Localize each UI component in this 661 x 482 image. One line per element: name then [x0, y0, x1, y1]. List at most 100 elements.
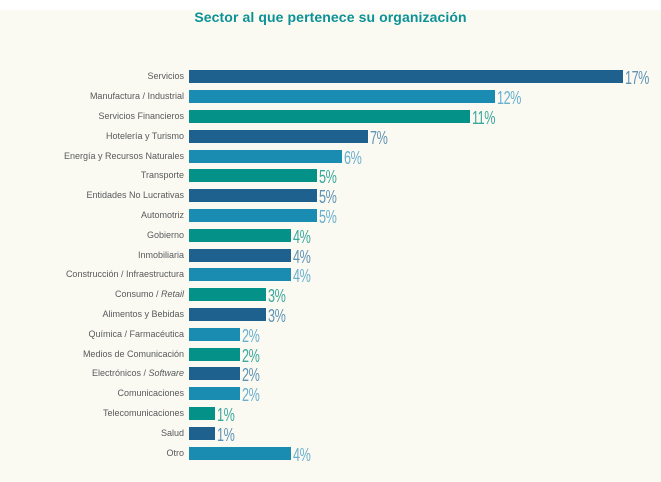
category-label: Consumo / Retail	[114, 289, 184, 300]
category-label: Transporte	[140, 170, 184, 181]
chart-row: Medios de Comunicación 2%	[0, 344, 661, 366]
chart-row: Energía y Recursos Naturales 6%	[0, 146, 661, 168]
category-label: Automotriz	[140, 209, 184, 220]
category-label: Alimentos y Bebidas	[102, 308, 184, 319]
chart-row: Transporte 5%	[0, 166, 661, 186]
category-label: Construcción / Infraestructura	[65, 269, 184, 280]
bar	[189, 446, 291, 460]
bar-track: 5%	[189, 186, 661, 206]
bar-track: 1%	[189, 404, 661, 424]
value-label: 1%	[216, 404, 235, 425]
bar-track: 2%	[189, 324, 661, 346]
bar-rows: Servicios 17% Manufactura / Industrial 12% S…	[0, 67, 661, 463]
bar-track: 5%	[189, 166, 661, 186]
value-label: 2%	[242, 345, 260, 366]
bar	[189, 149, 342, 163]
bar-track: 7%	[189, 126, 661, 148]
value-label: 3%	[267, 305, 286, 326]
bar-track: 5%	[189, 206, 661, 226]
bar	[189, 109, 470, 123]
value-label: 2%	[242, 325, 260, 346]
value-label: 17%	[624, 68, 649, 89]
chart-row: Hotelería y Turismo 7%	[0, 126, 661, 148]
bar	[189, 129, 368, 143]
chart-row: Telecomunicaciones 1%	[0, 404, 661, 424]
chart-row: Consumo / Retail 3%	[0, 285, 661, 305]
value-label: 1%	[216, 424, 235, 445]
bar	[189, 347, 240, 361]
chart-row: Manufactura / Industrial 12%	[0, 87, 661, 107]
top-margin-strip	[0, 0, 661, 10]
chart-row: Construcción / Infraestructura 4%	[0, 265, 661, 285]
value-label: 4%	[293, 444, 311, 465]
bar	[189, 426, 215, 440]
bar-track: 17%	[189, 67, 661, 87]
chart-row: Gobierno 4%	[0, 225, 661, 247]
category-label: Servicios Financieros	[98, 110, 184, 121]
category-label: Servicios	[147, 71, 184, 82]
category-label: Salud	[160, 427, 184, 438]
chart-row: Inmobiliaria 4%	[0, 245, 661, 267]
category-label: Inmobiliaria	[137, 249, 184, 260]
value-label: 5%	[318, 206, 337, 227]
value-label: 4%	[293, 266, 311, 287]
bar-track: 4%	[189, 443, 661, 465]
chart-row: Química / Farmacéutica 2%	[0, 324, 661, 346]
bar-track: 6%	[189, 146, 661, 168]
value-label: 3%	[267, 286, 286, 307]
bar	[189, 367, 240, 381]
category-label: Química / Farmacéutica	[88, 328, 184, 339]
bar-track: 4%	[189, 265, 661, 285]
bar-track: 3%	[189, 305, 661, 325]
chart-row: Electrónicos / Software 2%	[0, 364, 661, 384]
bar	[189, 189, 317, 203]
bar-track: 12%	[189, 87, 661, 107]
chart-row: Otro 4%	[0, 443, 661, 465]
chart-row: Automotriz 5%	[0, 206, 661, 226]
category-label: Manufactura / Industrial	[89, 91, 184, 102]
value-label: 4%	[293, 246, 311, 267]
page-title: Sector al que pertenece su organización	[194, 9, 467, 25]
bar-track: 4%	[189, 245, 661, 267]
bar	[189, 406, 215, 420]
value-label: 5%	[318, 167, 337, 188]
bar-track: 1%	[189, 423, 661, 445]
bar	[189, 90, 495, 104]
category-label: Energía y Recursos Naturales	[63, 150, 184, 161]
value-label: 6%	[344, 147, 362, 168]
bar-track: 11%	[189, 107, 661, 127]
chart-row: Salud 1%	[0, 423, 661, 445]
chart-row: Servicios Financieros 11%	[0, 107, 661, 127]
bar-track: 2%	[189, 344, 661, 366]
category-label: Comunicaciones	[117, 388, 184, 399]
bar	[189, 307, 266, 321]
category-label: Gobierno	[146, 229, 184, 240]
value-label: 5%	[318, 187, 337, 208]
chart-row: Entidades No Lucrativas 5%	[0, 186, 661, 206]
bar-track: 4%	[189, 225, 661, 247]
category-label: Medios de Comunicación	[82, 348, 184, 359]
chart-row: Alimentos y Bebidas 3%	[0, 305, 661, 325]
bar-track: 2%	[189, 364, 661, 384]
category-label: Hotelería y Turismo	[105, 130, 184, 141]
bar	[189, 268, 291, 282]
bar	[189, 70, 623, 84]
bar	[189, 327, 240, 341]
value-label: 2%	[242, 365, 260, 386]
bar	[189, 288, 266, 302]
bar-track: 3%	[189, 285, 661, 305]
category-label: Otro	[166, 447, 184, 458]
bar	[189, 248, 291, 262]
category-label: Entidades No Lucrativas	[86, 190, 184, 201]
value-label: 7%	[369, 127, 388, 148]
chart-row: Comunicaciones 2%	[0, 384, 661, 404]
value-label: 2%	[242, 385, 260, 406]
bar-track: 2%	[189, 384, 661, 404]
bar	[189, 387, 240, 401]
bar	[189, 208, 317, 222]
bar-chart: Servicios 17% Manufactura / Industrial 12% S…	[0, 67, 661, 463]
chart-row: Servicios 17%	[0, 67, 661, 87]
value-label: 4%	[293, 226, 311, 247]
bar	[189, 228, 291, 242]
